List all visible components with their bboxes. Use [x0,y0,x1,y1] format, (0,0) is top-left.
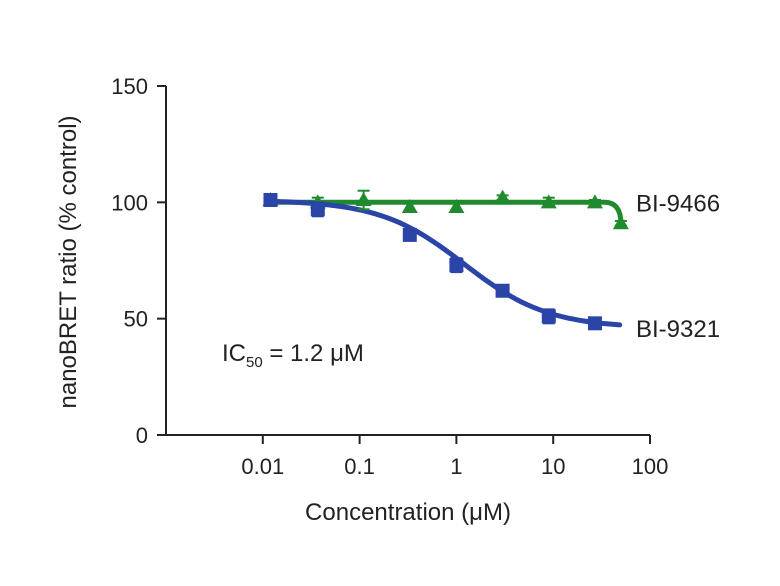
data-point-triangle [494,189,511,204]
x-tick-label: 10 [541,454,565,479]
data-point-triangle [448,198,465,213]
data-point-square [495,283,510,298]
data-point-square [402,227,417,242]
ic50-subscript: 50 [246,354,263,371]
ic50-main: IC [222,340,246,367]
y-tick-label: 100 [111,190,148,215]
x-tick-label: 0.1 [344,454,375,479]
x-ticks: 0.01 0.1 1 10 100 [241,435,668,479]
data-points [262,189,629,331]
series-labels: BI-9466 BI-9321 [636,190,720,343]
data-point-square [541,309,556,324]
x-tick-label: 100 [632,454,669,479]
data-point-square [587,316,602,331]
data-point-triangle [401,198,418,213]
ic50-annotation: IC50 = 1.2 μM [222,340,364,371]
fit-curves [268,198,624,328]
data-point-square [263,193,278,208]
data-point-triangle [586,194,603,209]
data-point-triangle [612,215,629,230]
data-point-square [449,258,464,273]
ic50-value: = 1.2 μM [263,340,364,367]
series-label: BI-9466 [636,190,720,217]
x-tick-label: 0.01 [241,454,284,479]
y-tick-label: 50 [124,307,148,332]
fit-curve [268,198,623,328]
y-ticks: 0 50 100 150 [111,74,166,448]
y-tick-label: 150 [111,74,148,99]
data-point-triangle [540,194,557,209]
y-tick-label: 0 [136,423,148,448]
data-point-triangle [355,192,372,207]
x-tick-label: 1 [450,454,462,479]
series-label: BI-9321 [636,316,720,343]
axes [165,86,650,436]
x-axis-title: Concentration (μM) [305,499,511,526]
y-axis-title: nanoBRET ratio (% control) [55,115,82,408]
data-point-square [310,202,325,217]
